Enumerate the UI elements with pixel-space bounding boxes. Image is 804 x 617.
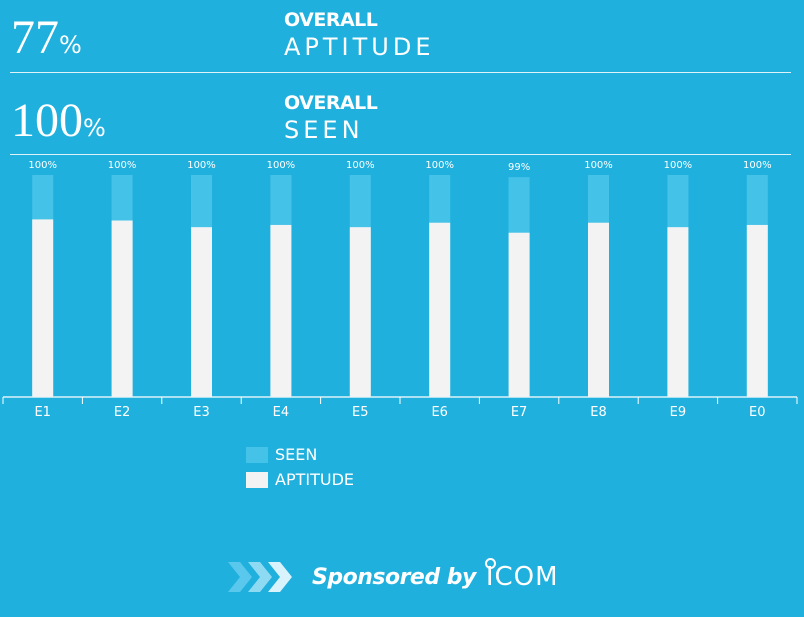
legend-swatch-aptitude bbox=[246, 471, 268, 488]
data-label-e5: 100% bbox=[346, 160, 375, 171]
data-label-e7: 99% bbox=[508, 162, 530, 173]
sponsor-brand-logo: ICOM bbox=[484, 558, 559, 592]
bar-aptitude-e4 bbox=[270, 224, 292, 397]
aptitude-label-bottom: APTITUDE bbox=[284, 33, 435, 61]
x-tick-label-e1: E1 bbox=[34, 405, 51, 420]
bar-aptitude-e2 bbox=[111, 220, 133, 397]
bar-aptitude-e6 bbox=[429, 222, 451, 397]
x-tick-label-e6: E6 bbox=[431, 405, 448, 420]
brand-dot-icon bbox=[484, 558, 496, 569]
data-label-e6: 100% bbox=[425, 160, 454, 171]
bar-aptitude-e3 bbox=[191, 227, 212, 397]
aptitude-label-top: OVERALL bbox=[284, 9, 378, 31]
data-label-e9: 100% bbox=[664, 160, 693, 171]
x-tick-label-e2: E2 bbox=[114, 405, 131, 420]
aptitude-value-unit: % bbox=[59, 31, 82, 59]
seen-value: 100% bbox=[11, 97, 106, 145]
data-label-e0: 100% bbox=[743, 160, 772, 171]
x-tick-label-e9: E9 bbox=[670, 405, 687, 420]
legend-item-aptitude: APTITUDE bbox=[246, 467, 354, 492]
divider-chart bbox=[10, 154, 791, 155]
aptitude-value-number: 77 bbox=[11, 11, 59, 64]
bar-aptitude-e1 bbox=[32, 219, 54, 397]
divider-top bbox=[10, 72, 791, 73]
legend-swatch-seen bbox=[246, 446, 268, 463]
legend-item-seen: SEEN bbox=[246, 442, 354, 467]
x-tick-label-e5: E5 bbox=[352, 405, 369, 420]
bar-aptitude-e0 bbox=[746, 224, 768, 397]
data-label-e3: 100% bbox=[187, 160, 216, 171]
seen-value-number: 100 bbox=[11, 94, 83, 147]
data-label-e2: 100% bbox=[108, 160, 137, 171]
sponsor-brand-text: ICOM bbox=[485, 562, 559, 592]
data-label-e1: 100% bbox=[28, 160, 57, 171]
legend-label-aptitude: APTITUDE bbox=[275, 470, 354, 489]
x-tick-label-e8: E8 bbox=[590, 405, 607, 420]
bar-aptitude-e9 bbox=[667, 227, 689, 397]
chevrons-icon bbox=[228, 562, 292, 592]
seen-value-unit: % bbox=[83, 114, 106, 142]
x-tick-label-e0: E0 bbox=[749, 405, 766, 420]
seen-label-bottom: SEEN bbox=[284, 116, 364, 144]
x-tick-label-e7: E7 bbox=[511, 405, 528, 420]
data-label-e8: 100% bbox=[584, 160, 613, 171]
legend-label-seen: SEEN bbox=[275, 445, 318, 464]
bar-aptitude-e8 bbox=[588, 222, 609, 397]
bar-aptitude-e7 bbox=[508, 232, 530, 397]
x-tick-label-e4: E4 bbox=[273, 405, 290, 420]
bar-chart: 100% E1 100% E2 100% E3 100% E4 100% E5 100% E6 99% E… bbox=[2, 160, 798, 420]
sponsor-text: Sponsored by bbox=[312, 564, 476, 590]
x-tick-label-e3: E3 bbox=[193, 405, 210, 420]
bar-aptitude-e5 bbox=[349, 227, 371, 397]
seen-label-top: OVERALL bbox=[284, 92, 378, 114]
data-label-e4: 100% bbox=[267, 160, 296, 171]
chart-legend: SEEN APTITUDE bbox=[246, 442, 354, 492]
sponsor-banner: Sponsored by ICOM bbox=[228, 558, 559, 592]
aptitude-value: 77% bbox=[11, 14, 82, 62]
